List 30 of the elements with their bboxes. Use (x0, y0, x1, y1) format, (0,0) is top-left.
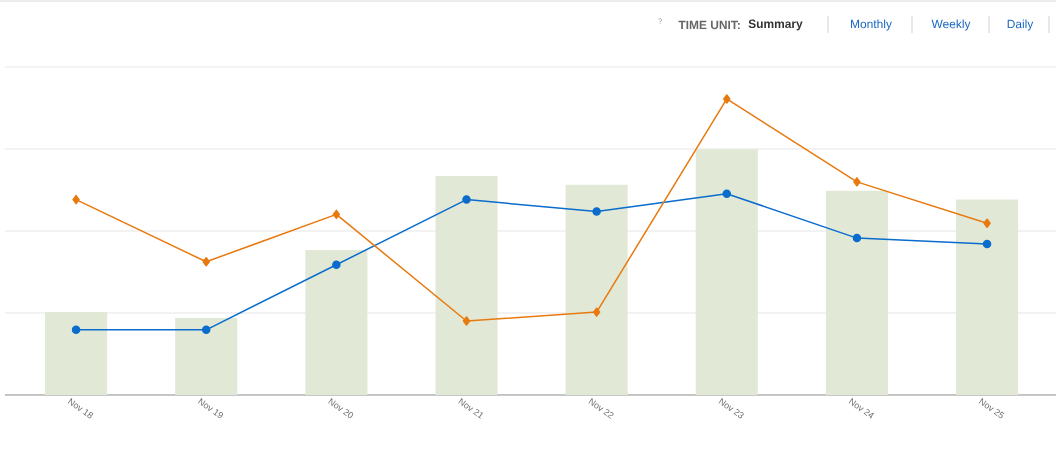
x-tick-label: Nov 18 (67, 398, 93, 419)
point (592, 307, 601, 317)
x-tick-label: Nov 20 (328, 398, 354, 419)
text: Daily (1007, 19, 1034, 31)
point (982, 239, 992, 249)
x-tick-label: Nov 22 (588, 398, 614, 419)
point (332, 260, 341, 269)
point (71, 325, 81, 335)
point (852, 233, 862, 243)
x-tick-label: Nov 23 (718, 398, 744, 419)
point (72, 194, 80, 205)
point (983, 218, 991, 229)
point (332, 209, 341, 220)
x-tick-label: Nov 21 (458, 398, 483, 419)
text: Monthly (851, 19, 892, 31)
point (592, 207, 601, 216)
point (722, 189, 732, 198)
point (723, 94, 731, 104)
point (462, 316, 471, 326)
x-tick-label: Nov 25 (978, 398, 1005, 419)
point (853, 177, 861, 187)
text: TIME UNIT: (678, 20, 740, 30)
point (462, 195, 471, 204)
bar (175, 318, 238, 395)
point (202, 257, 210, 267)
text: Weekly (931, 19, 971, 31)
x-tick-label: Nov 19 (197, 398, 223, 418)
x-tick-label: Nov 24 (848, 398, 874, 419)
text: Summary (748, 19, 803, 31)
point (201, 325, 211, 335)
